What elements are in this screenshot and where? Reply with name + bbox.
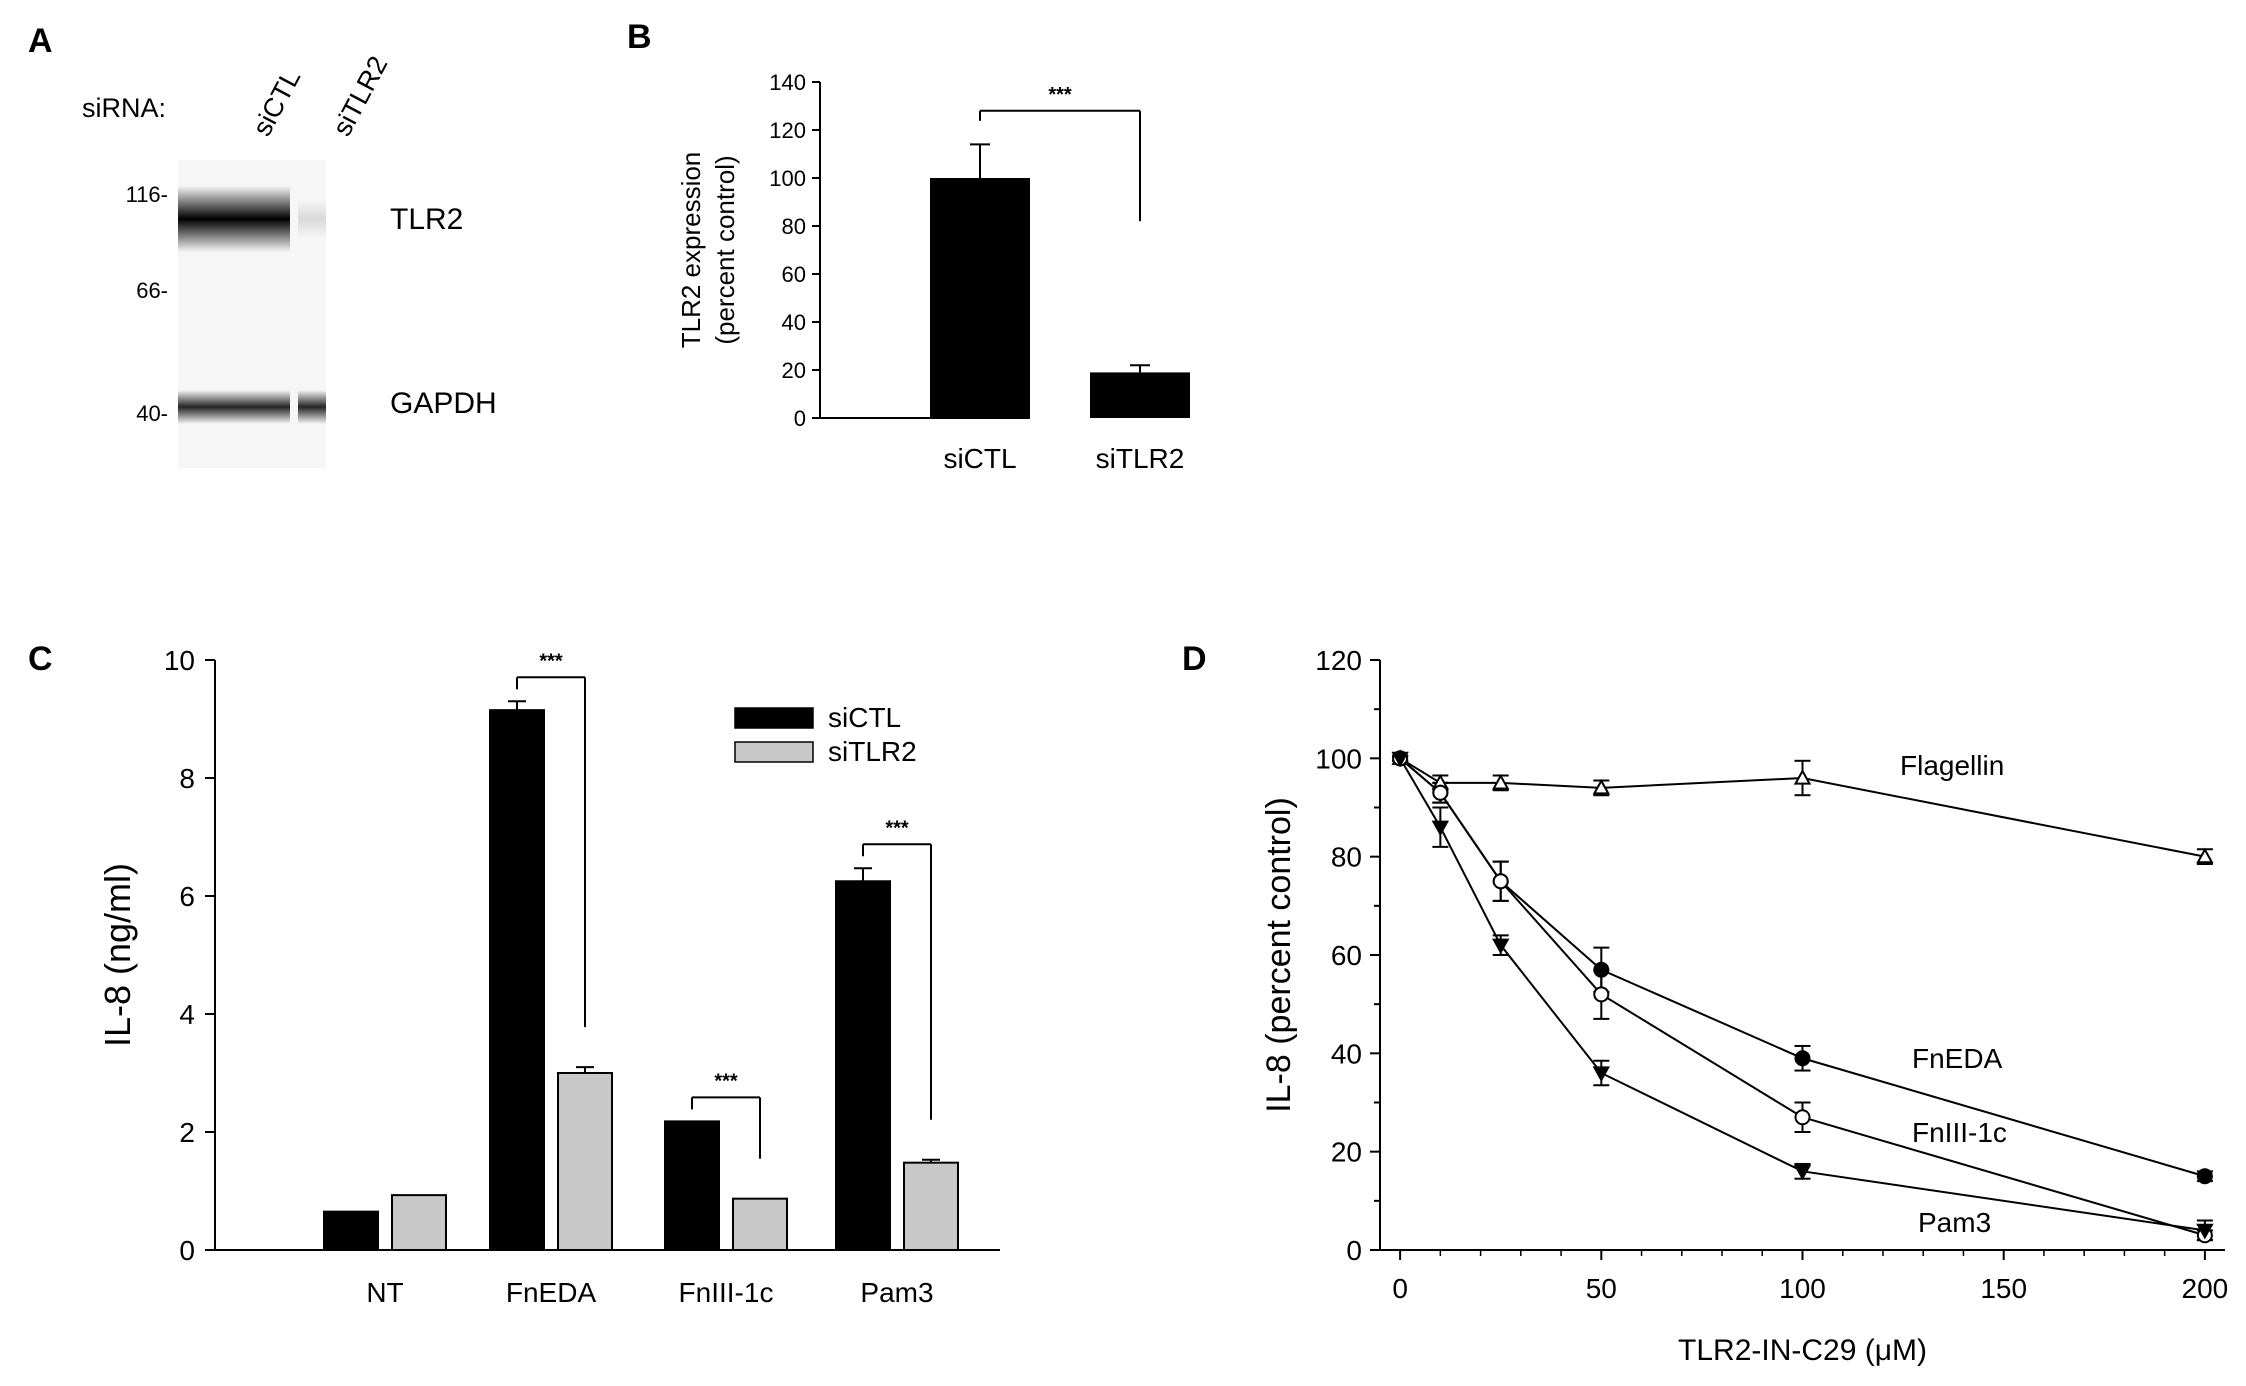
data-point-flagellin	[1592, 778, 1611, 795]
chart-b: 0 20 40 60 80 100 120 140 siCTL siTLR2 *** TLR2 exp…	[676, 70, 1190, 474]
y-tick-label: 40	[1331, 1038, 1362, 1069]
y-axis-label: IL-8 (ng/ml)	[97, 863, 138, 1047]
bar-sitlr2-nt	[391, 1194, 447, 1252]
x-tick-label: 150	[1980, 1273, 2027, 1304]
bar-sitlr2-pam3	[903, 1161, 959, 1252]
lane-label-sictl: siCTL	[247, 64, 307, 140]
panel-letter-d: D	[1182, 640, 1207, 678]
x-tick-label: 200	[2182, 1273, 2229, 1304]
data-point-flagellin	[2196, 847, 2214, 864]
bar-sictl-pam3	[835, 880, 891, 1251]
x-axis-label: TLR2-IN-C29 (μM)	[1678, 1334, 1927, 1367]
band-gapdh-sictl	[178, 390, 290, 424]
bar-sictl-fneda	[489, 709, 545, 1251]
band-label-gapdh: GAPDH	[390, 387, 497, 420]
data-point-fneda	[1593, 961, 1610, 978]
bar-sitlr2	[1090, 372, 1190, 418]
mw-marker-116: 116-	[126, 182, 168, 207]
y-tick-label: 0	[179, 1235, 195, 1266]
y-tick-label: 100	[769, 166, 806, 191]
y-tick-label: 0	[794, 406, 806, 431]
data-point-fneda	[2196, 1168, 2213, 1185]
x-tick-label: 100	[1779, 1273, 1826, 1304]
lane-label-sitlr2: siTLR2	[327, 51, 394, 141]
data-point-pam3	[1492, 938, 1510, 955]
y-tick-label: 10	[164, 645, 195, 676]
x-tick-label-pam3: Pam3	[860, 1277, 933, 1308]
legend-label-sictl: siCTL	[828, 702, 901, 733]
y-tick-label: 80	[782, 214, 806, 239]
significance-label: ***	[539, 650, 563, 672]
x-tick-label-nt: NT	[366, 1277, 403, 1308]
y-tick-label: 140	[769, 70, 806, 95]
data-point-pam3	[1431, 820, 1450, 837]
x-tick-label-fniii-1c: FnIII-1c	[679, 1277, 774, 1308]
panel-letter-a: A	[28, 22, 53, 60]
chart-d: 0 20 40 60 80 100 120 0 50 100 150 200 TLR2-IN-C29 (…	[1260, 645, 2228, 1367]
data-point-flagellin	[1492, 773, 1510, 790]
band-tlr2-sictl	[178, 186, 290, 252]
data-point-flagellin	[1793, 768, 1812, 785]
data-point-pam3	[1391, 751, 1409, 768]
series-line-flagellin	[1399, 757, 2206, 858]
bar-sictl-fniii-1c	[664, 1120, 720, 1251]
series-line-pam3	[1399, 757, 2206, 1232]
series-label-fneda: FnEDA	[1912, 1043, 2003, 1074]
y-tick-label: 80	[1331, 842, 1362, 873]
data-point-fniii-1c	[1593, 986, 1610, 1003]
legend-swatch-sictl	[734, 707, 814, 729]
data-point-fniii-1c	[1432, 784, 1449, 801]
y-tick-label: 20	[1331, 1137, 1362, 1168]
data-point-pam3	[2196, 1223, 2214, 1240]
y-tick-label: 0	[1346, 1235, 1362, 1266]
data-point-pam3	[1793, 1164, 1812, 1181]
panel-letter-c: C	[28, 640, 53, 678]
x-tick-label-sictl: siCTL	[943, 443, 1016, 474]
data-point-pam3	[1592, 1066, 1611, 1083]
data-point-fneda	[1794, 1050, 1811, 1067]
series-label-fniii-1c: FnIII-1c	[1912, 1117, 2007, 1148]
y-axis-label: TLR2 expression	[676, 152, 706, 349]
y-tick-label: 100	[1315, 743, 1362, 774]
y-tick-label: 4	[179, 999, 195, 1030]
y-tick-label: 6	[179, 881, 195, 912]
x-tick-label: 50	[1586, 1273, 1617, 1304]
significance-label: ***	[885, 817, 909, 839]
y-axis-label: IL-8 (percent control)	[1260, 797, 1298, 1113]
panel-letter-b: B	[627, 18, 652, 56]
y-tick-label: 60	[782, 262, 806, 287]
bar-sictl	[930, 178, 1030, 418]
western-blot-panel: siRNA: siCTL siTLR2 116- 66- 40- TLR2 GA…	[82, 51, 497, 468]
sirna-label: siRNA:	[82, 93, 166, 123]
y-tick-label: 120	[769, 118, 806, 143]
band-label-tlr2: TLR2	[390, 203, 463, 236]
bar-sitlr2-fniii-1c	[732, 1197, 788, 1252]
y-tick-label: 20	[782, 358, 806, 383]
y-tick-label: 120	[1315, 645, 1362, 676]
mw-marker-40: 40-	[136, 401, 168, 426]
y-axis-label-line-2: (percent control)	[710, 155, 740, 344]
y-tick-label: 8	[179, 763, 195, 794]
x-tick-label-sitlr2: siTLR2	[1096, 443, 1185, 474]
significance-label: ***	[714, 1070, 738, 1092]
legend-swatch-sitlr2	[734, 741, 814, 763]
bar-sictl-nt	[323, 1210, 379, 1252]
bar-sitlr2-fneda	[557, 1072, 613, 1251]
chart-c: 0 2 4 6 8 10 IL-8 (ng/ml) NT FnEDA FnIII-1c Pam3 **…	[97, 645, 1000, 1308]
mw-marker-66: 66-	[136, 278, 168, 303]
y-tick-label: 2	[179, 1117, 195, 1148]
data-point-fniii-1c	[1492, 873, 1509, 890]
series-label-flagellin: Flagellin	[1900, 750, 2004, 781]
x-tick-label: 0	[1392, 1273, 1408, 1304]
y-tick-label: 60	[1331, 940, 1362, 971]
legend-label-sitlr2: siTLR2	[828, 736, 917, 767]
significance-label: ***	[1048, 84, 1072, 106]
band-gapdh-sitlr2	[298, 390, 326, 424]
band-tlr2-sitlr2	[298, 200, 326, 238]
y-tick-label: 40	[782, 310, 806, 335]
data-point-fniii-1c	[1794, 1109, 1811, 1126]
x-tick-label-fneda: FnEDA	[506, 1277, 597, 1308]
series-label-pam3: Pam3	[1918, 1207, 1991, 1238]
